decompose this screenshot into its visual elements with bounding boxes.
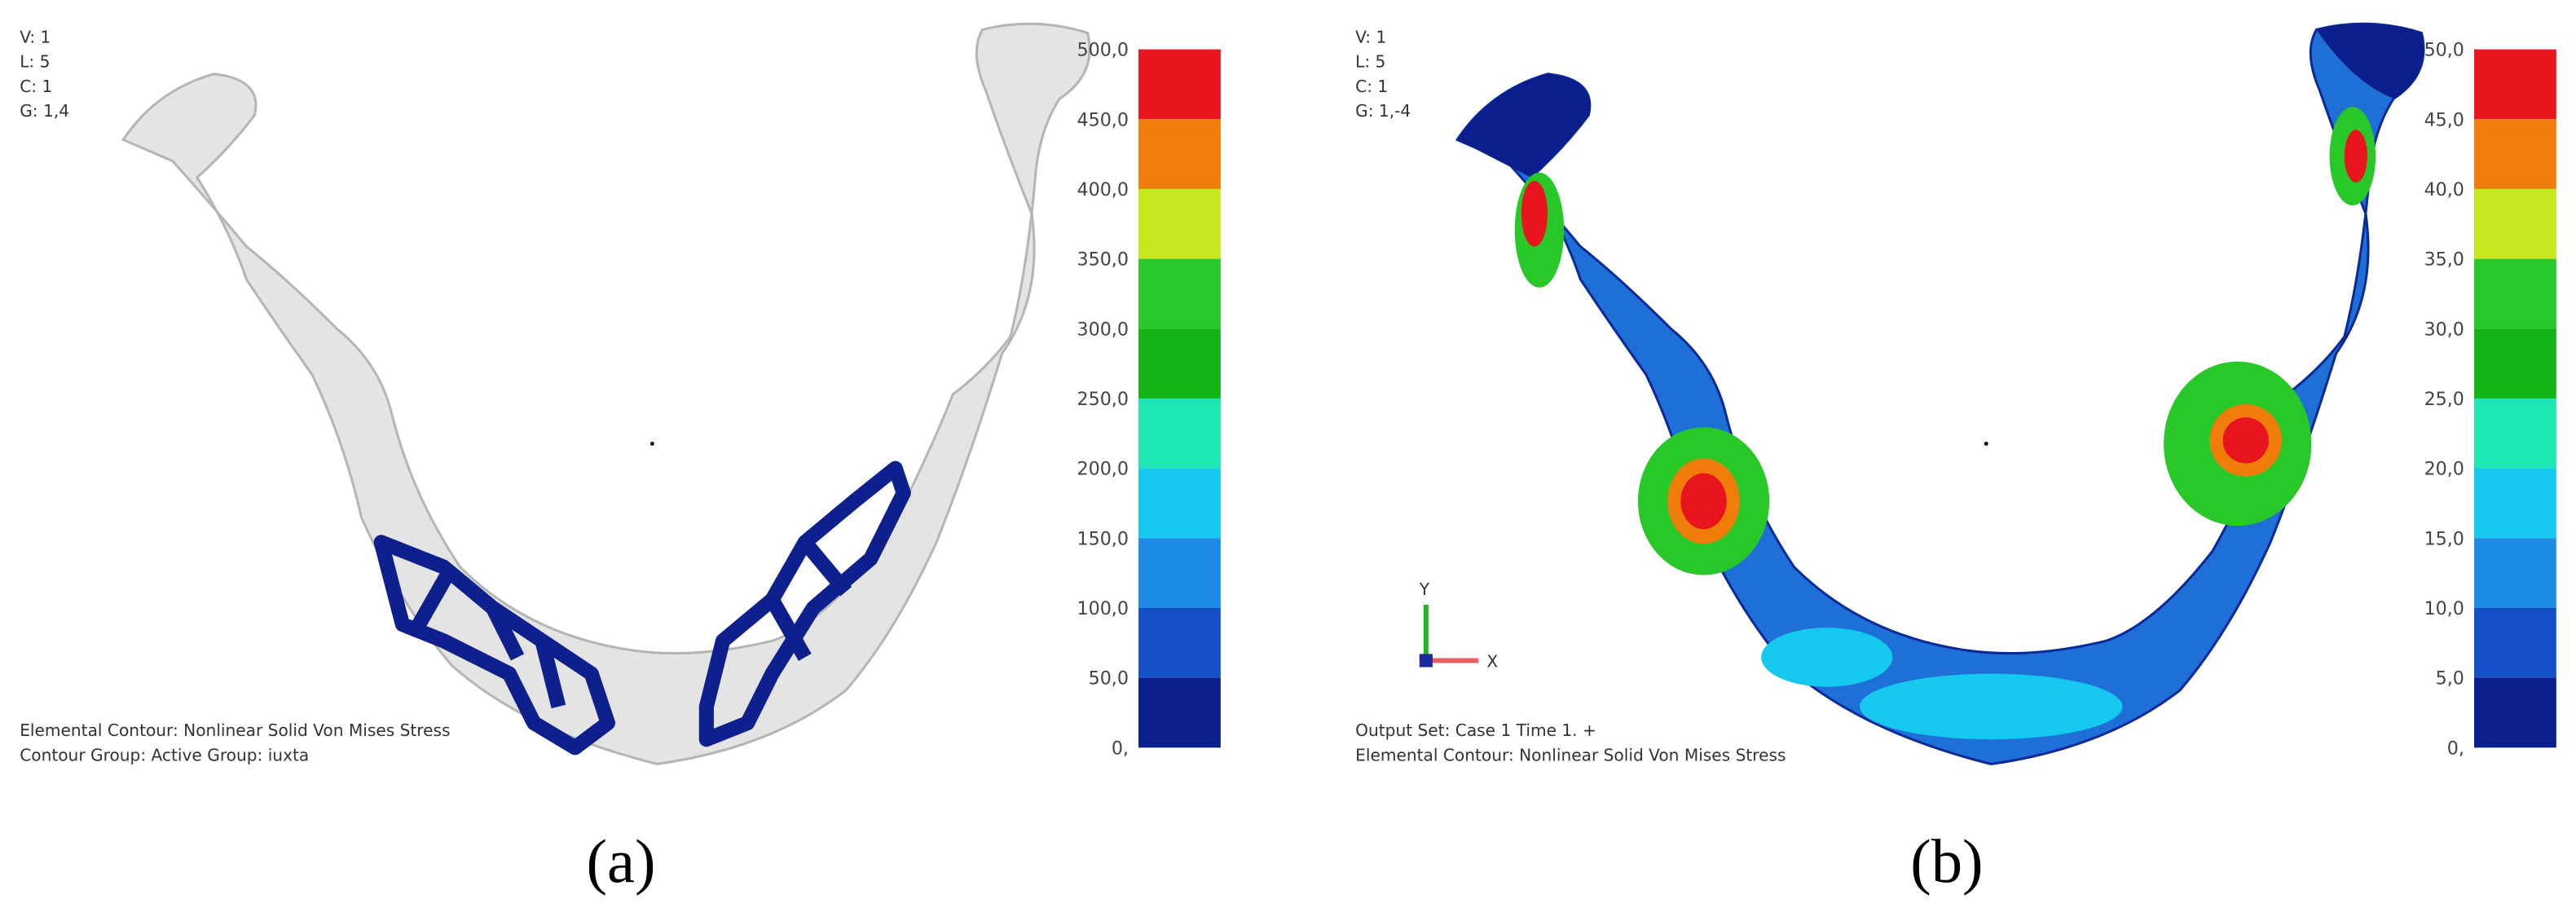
scale-label: 350,0 [1077, 249, 1129, 271]
scale-band [1138, 49, 1221, 120]
scale-band [2474, 538, 2556, 608]
scale-band [2474, 468, 2556, 539]
viewport-info: G: 1,-4 [1355, 101, 1411, 121]
scale-label: 100,0 [1077, 598, 1129, 619]
scale-band [1138, 607, 1221, 678]
caption: (b) [1910, 827, 1983, 897]
viewport-info: L: 5 [1355, 52, 1385, 72]
scale-label: 300,0 [1077, 319, 1129, 340]
scale-band [2474, 258, 2556, 329]
viewport-info: V: 1 [20, 27, 51, 46]
scale-band [1138, 677, 1221, 748]
scale-band [2474, 328, 2556, 399]
scale-label: 500,0 [1077, 40, 1129, 61]
implant-right [698, 460, 911, 747]
center-dot [650, 441, 654, 446]
viewport-info: V: 1 [1355, 27, 1386, 46]
contour-info: Elemental Contour: Nonlinear Solid Von M… [1355, 745, 1786, 764]
scale-band [1138, 258, 1221, 329]
scale-label: 50,0 [1089, 668, 1129, 690]
scale-label: 45,0 [2424, 109, 2464, 130]
scale-band [1138, 119, 1221, 189]
scale-label: 0, [1112, 738, 1129, 759]
mandible [121, 22, 1091, 766]
scale-band [1138, 468, 1221, 539]
scale-label: 35,0 [2424, 249, 2464, 271]
scale-label: 400,0 [1077, 179, 1129, 200]
axis-label: Y [1419, 579, 1430, 599]
scale-label: 25,0 [2424, 389, 2464, 410]
scale-band [2474, 49, 2556, 120]
viewport-info: C: 1 [20, 77, 52, 96]
scale-label: 20,0 [2424, 459, 2464, 480]
scale-band [1138, 328, 1221, 399]
contour-info: Output Set: Case 1 Time 1. + [1355, 720, 1596, 740]
scale-label: 250,0 [1077, 389, 1129, 410]
scale-band [2474, 119, 2556, 189]
scale-label: 5,0 [2436, 668, 2464, 690]
scale-label: 150,0 [1077, 528, 1129, 549]
scale-band [1138, 538, 1221, 608]
scale-band [2474, 607, 2556, 678]
viewport-info: L: 5 [20, 52, 50, 72]
scale-band [1138, 188, 1221, 259]
viewport-info: C: 1 [1355, 77, 1388, 96]
contour-info: Contour Group: Active Group: iuxta [20, 745, 309, 764]
scale-label: 0, [2447, 738, 2464, 759]
scale-band [2474, 677, 2556, 748]
stress-hotspots [1457, 24, 2424, 740]
scale-label: 30,0 [2424, 319, 2464, 340]
scale-band [2474, 398, 2556, 469]
caption: (a) [587, 827, 656, 897]
contour-info: Elemental Contour: Nonlinear Solid Von M… [20, 720, 450, 740]
scale-label: 50,0 [2424, 40, 2464, 61]
axis-origin [1419, 654, 1433, 667]
scale-band [1138, 398, 1221, 469]
implant-left [373, 535, 615, 756]
scale-band [2474, 188, 2556, 259]
viewport-info: G: 1,4 [20, 101, 69, 121]
scale-label: 15,0 [2424, 528, 2464, 549]
scale-label: 200,0 [1077, 459, 1129, 480]
scale-label: 40,0 [2424, 179, 2464, 200]
axis-label: X [1486, 652, 1498, 672]
center-dot [1984, 441, 1988, 446]
scale-label: 450,0 [1077, 109, 1129, 130]
scale-label: 10,0 [2424, 598, 2464, 619]
